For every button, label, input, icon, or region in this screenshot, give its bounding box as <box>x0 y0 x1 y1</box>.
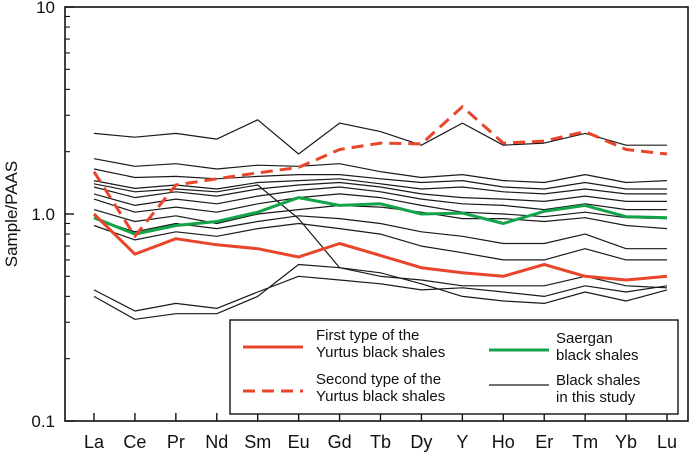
y-tick-label: 10 <box>36 0 55 17</box>
series-lines <box>92 105 668 320</box>
x-tick-label: Lu <box>657 432 677 452</box>
x-tick-label: Nd <box>205 432 228 452</box>
x-tick-label: Pr <box>167 432 185 452</box>
x-tick-label: Sm <box>244 432 271 452</box>
series-line-this-study <box>93 193 668 220</box>
series-line-this-study <box>93 263 668 320</box>
series-line-second-type <box>92 105 668 238</box>
x-tick-label: Er <box>535 432 553 452</box>
x-tick-label: Dy <box>410 432 432 452</box>
series-line-this-study <box>93 204 668 230</box>
legend-this-study-label: Black shales <box>556 372 640 389</box>
x-tick-label: Tb <box>370 432 391 452</box>
legend-second-type-label: Second type of the <box>316 371 441 388</box>
series-line-this-study <box>93 275 668 312</box>
x-tick-label: Yb <box>615 432 637 452</box>
legend-first-type-label: First type of the <box>316 327 419 344</box>
series-line-this-study <box>93 119 667 155</box>
x-tick-label: Eu <box>288 432 310 452</box>
x-tick-label: Y <box>456 432 468 452</box>
series-line-this-study <box>93 168 667 190</box>
series-line-this-study <box>93 222 667 261</box>
y-axis-title: Sample/PAAS <box>2 161 21 267</box>
series-line-saergan <box>93 196 668 236</box>
series-line-this-study <box>93 181 667 202</box>
y-tick-label: 1.0 <box>31 205 55 224</box>
x-tick-label: La <box>84 432 105 452</box>
legend-this-study-label: in this study <box>556 389 636 406</box>
series-line-first-type <box>92 212 668 282</box>
series-line-this-study <box>93 158 668 184</box>
y-tick-label: 0.1 <box>31 412 55 431</box>
axis-ticks: La Ce Pr Nd Sm Eu Gd Tb Dy Y Ho Er Tm Yb Lu 0.1 1.0 10 <box>31 0 677 452</box>
series-line-this-study <box>93 178 667 195</box>
x-tick-label: Gd <box>328 432 352 452</box>
series-line-this-study <box>93 183 668 289</box>
legend-box <box>229 319 679 415</box>
series-line-this-study <box>93 186 667 211</box>
legend-second-type-label: Yurtus black shales <box>316 388 445 405</box>
legend-saergan-label: black shales <box>556 347 639 364</box>
legend-saergan-label: Saergan <box>556 330 613 347</box>
x-tick-label: Ce <box>123 432 146 452</box>
legend-first-type-label: Yurtus black shales <box>316 344 445 361</box>
x-tick-label: Tm <box>572 432 598 452</box>
x-tick-label: Ho <box>492 432 515 452</box>
